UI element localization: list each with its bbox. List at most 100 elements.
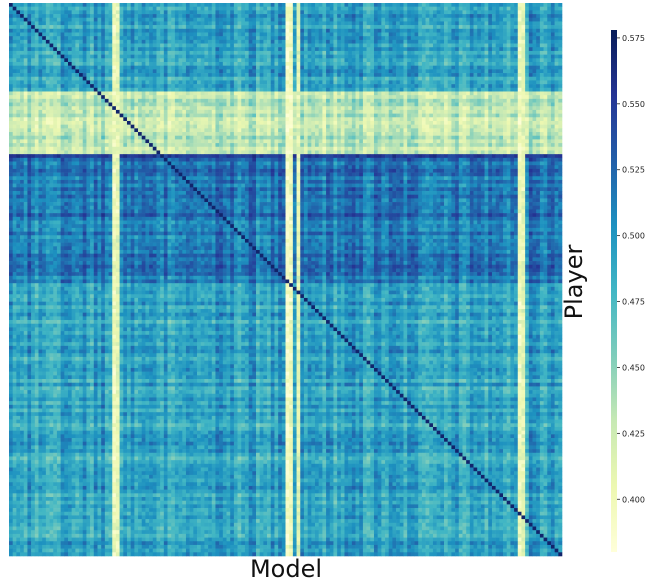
heatmap-cell: [104, 69, 109, 74]
heatmap-cell: [521, 109, 526, 114]
heatmap-cell: [373, 50, 378, 55]
heatmap-cell: [189, 21, 194, 26]
heatmap-cell: [189, 28, 194, 33]
heatmap-cell: [115, 47, 120, 52]
heatmap-cell: [200, 50, 205, 55]
heatmap-cell: [432, 120, 437, 125]
heatmap-cell: [9, 102, 13, 107]
heatmap-cell: [200, 117, 205, 122]
heatmap-cell: [31, 69, 36, 74]
heatmap-cell: [373, 28, 378, 33]
heatmap-cell: [521, 47, 526, 52]
heatmap-cell: [104, 14, 109, 19]
heatmap-cell: [484, 87, 489, 92]
heatmap-cell: [355, 76, 360, 81]
heatmap-cell: [410, 14, 415, 19]
heatmap-cell: [480, 47, 485, 52]
heatmap-cell: [440, 76, 445, 81]
heatmap-cell: [329, 106, 334, 111]
heatmap-cell: [20, 102, 25, 107]
heatmap-cell: [163, 47, 168, 52]
heatmap-cell: [421, 76, 426, 81]
heatmap-cell: [252, 6, 257, 11]
heatmap-cell: [130, 120, 135, 125]
heatmap-cell: [414, 21, 419, 26]
heatmap-cell: [270, 102, 275, 107]
heatmap-cell: [208, 36, 213, 41]
heatmap-cell: [263, 21, 268, 26]
heatmap-cell: [344, 61, 349, 66]
heatmap-cell: [71, 43, 76, 48]
heatmap-cell: [90, 80, 95, 85]
heatmap-cell: [366, 39, 371, 44]
heatmap-cell: [359, 25, 364, 30]
heatmap-cell: [222, 61, 227, 66]
heatmap-cell: [388, 120, 393, 125]
heatmap-cell: [410, 61, 415, 66]
heatmap-cell: [93, 54, 98, 59]
heatmap-cell: [233, 65, 238, 70]
heatmap-cell: [491, 87, 496, 92]
heatmap-cell: [407, 73, 412, 78]
heatmap-cell: [355, 106, 360, 111]
heatmap-cell: [333, 98, 338, 103]
heatmap-cell: [554, 102, 559, 107]
heatmap-cell: [547, 106, 552, 111]
heatmap-cell: [31, 120, 36, 125]
heatmap-cell: [281, 76, 286, 81]
heatmap-cell: [244, 106, 249, 111]
heatmap-cell: [90, 17, 95, 22]
heatmap-cell: [178, 73, 183, 78]
heatmap-cell: [219, 54, 224, 59]
heatmap-cell: [149, 47, 154, 52]
heatmap-cell: [189, 95, 194, 100]
heatmap-cell: [56, 91, 61, 96]
heatmap-cell: [156, 43, 161, 48]
heatmap-cell: [351, 43, 356, 48]
heatmap-cell: [64, 76, 69, 81]
heatmap-cell: [514, 6, 519, 11]
heatmap-cell: [366, 6, 371, 11]
heatmap-cell: [385, 43, 390, 48]
heatmap-cell: [329, 10, 334, 15]
heatmap-cell: [503, 47, 507, 52]
heatmap-cell: [167, 58, 172, 63]
heatmap-cell: [381, 36, 386, 41]
heatmap-cell: [86, 47, 91, 52]
heatmap-cell: [436, 61, 441, 66]
heatmap-cell: [189, 80, 194, 85]
heatmap-cell: [259, 76, 264, 81]
heatmap-cell: [362, 14, 367, 19]
heatmap-cell: [514, 47, 519, 52]
heatmap-cell: [93, 3, 98, 7]
heatmap-cell: [292, 25, 297, 30]
heatmap-cell: [222, 17, 227, 22]
heatmap-cell: [130, 76, 135, 81]
heatmap-cell: [112, 10, 117, 15]
heatmap-cell: [60, 98, 65, 103]
heatmap-cell: [296, 25, 301, 30]
heatmap-cell: [311, 80, 316, 85]
heatmap-cell: [82, 58, 87, 63]
heatmap-cell: [204, 39, 209, 44]
heatmap-cell: [410, 91, 415, 96]
heatmap-cell: [351, 25, 356, 30]
heatmap-cell: [351, 54, 356, 59]
heatmap-cell: [248, 43, 253, 48]
heatmap-cell: [547, 65, 552, 70]
heatmap-cell: [152, 69, 157, 74]
heatmap-cell: [38, 95, 43, 100]
heatmap-cell: [281, 117, 286, 122]
heatmap-cell: [53, 58, 58, 63]
heatmap-cell: [488, 106, 493, 111]
heatmap-cell: [197, 28, 202, 33]
heatmap-cell: [193, 80, 198, 85]
heatmap-cell: [447, 117, 452, 122]
heatmap-cell: [49, 50, 54, 55]
heatmap-cell: [285, 43, 290, 48]
heatmap-cell: [370, 102, 375, 107]
heatmap-cell: [381, 98, 386, 103]
heatmap-cell: [300, 117, 305, 122]
heatmap-cell: [215, 14, 220, 19]
heatmap-cell: [550, 28, 555, 33]
